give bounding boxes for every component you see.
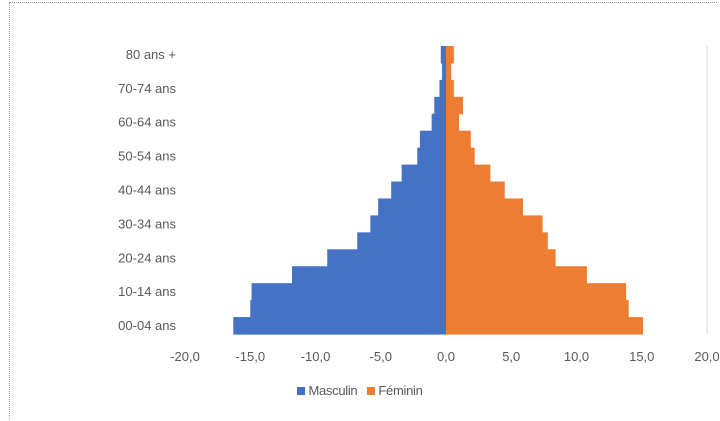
- y-tick-label: 70-74 ans: [118, 81, 176, 96]
- bar-feminin-65-69-ans: [446, 96, 463, 115]
- bar-masculin-80-ans-: [440, 46, 446, 64]
- y-tick-label: 50-54 ans: [118, 149, 176, 164]
- y-tick-label: 00-04 ans: [118, 318, 176, 333]
- bar-feminin-05-09-ans: [446, 300, 629, 318]
- bar-feminin-00-04-ans: [446, 317, 644, 335]
- bar-feminin-30-34-ans: [446, 215, 543, 233]
- bar-masculin-35-39-ans: [378, 198, 446, 217]
- bar-feminin-55-59-ans: [446, 130, 471, 149]
- bar-masculin-10-14-ans: [251, 283, 446, 301]
- legend-label-feminin: Féminin: [378, 383, 423, 398]
- y-tick-label: 20-24 ans: [118, 250, 176, 265]
- bar-feminin-25-29-ans: [446, 232, 548, 250]
- bar-masculin-20-24-ans: [327, 249, 446, 267]
- bar-feminin-15-19-ans: [446, 266, 587, 284]
- bar-masculin-55-59-ans: [419, 130, 446, 149]
- bar-masculin-75-79-ans: [442, 62, 446, 81]
- x-tick-label: 5,0: [502, 349, 520, 364]
- bar-masculin-40-44-ans: [391, 181, 446, 200]
- bar-feminin-10-14-ans: [446, 283, 627, 301]
- y-tick-label: 30-34 ans: [118, 216, 176, 231]
- x-tick-label: -15,0: [235, 349, 265, 364]
- bar-masculin-00-04-ans: [233, 317, 446, 335]
- legend: Masculin Féminin: [0, 383, 720, 398]
- bar-masculin-65-69-ans: [434, 96, 446, 115]
- legend-item-feminin: Féminin: [367, 383, 423, 398]
- bar-masculin-50-54-ans: [417, 147, 446, 166]
- bar-feminin-80-ans-: [446, 46, 454, 64]
- legend-swatch-masculin: [297, 386, 306, 395]
- x-tick-label: 0,0: [437, 349, 455, 364]
- x-tick-label: -5,0: [370, 349, 392, 364]
- x-tick-label: 15,0: [629, 349, 654, 364]
- chart-area-border: [9, 2, 717, 420]
- legend-swatch-feminin: [367, 386, 376, 395]
- bar-feminin-70-74-ans: [446, 79, 454, 98]
- legend-item-masculin: Masculin: [297, 383, 358, 398]
- x-tick-label: -20,0: [170, 349, 200, 364]
- bar-masculin-30-34-ans: [370, 215, 446, 233]
- x-tick-label: 20,0: [694, 349, 719, 364]
- y-tick-label: 80 ans +: [126, 47, 176, 62]
- y-tick-label: 40-44 ans: [118, 183, 176, 198]
- y-tick-label: 10-14 ans: [118, 284, 176, 299]
- bar-feminin-40-44-ans: [446, 181, 505, 200]
- bar-feminin-20-24-ans: [446, 249, 556, 267]
- bar-masculin-05-09-ans: [250, 300, 446, 318]
- bar-masculin-15-19-ans: [292, 266, 446, 284]
- bar-masculin-45-49-ans: [401, 164, 446, 183]
- bar-masculin-70-74-ans: [439, 79, 446, 98]
- x-tick-label: -10,0: [301, 349, 331, 364]
- bar-feminin-50-54-ans: [446, 147, 475, 166]
- legend-label-masculin: Masculin: [308, 383, 358, 398]
- bar-feminin-45-49-ans: [446, 164, 491, 183]
- bar-feminin-75-79-ans: [446, 62, 452, 81]
- y-tick-label: 60-64 ans: [118, 115, 176, 130]
- bar-masculin-25-29-ans: [357, 232, 446, 250]
- bar-feminin-35-39-ans: [446, 198, 523, 217]
- bar-masculin-60-64-ans: [431, 113, 446, 132]
- x-tick-label: 10,0: [564, 349, 589, 364]
- bar-feminin-60-64-ans: [446, 113, 460, 132]
